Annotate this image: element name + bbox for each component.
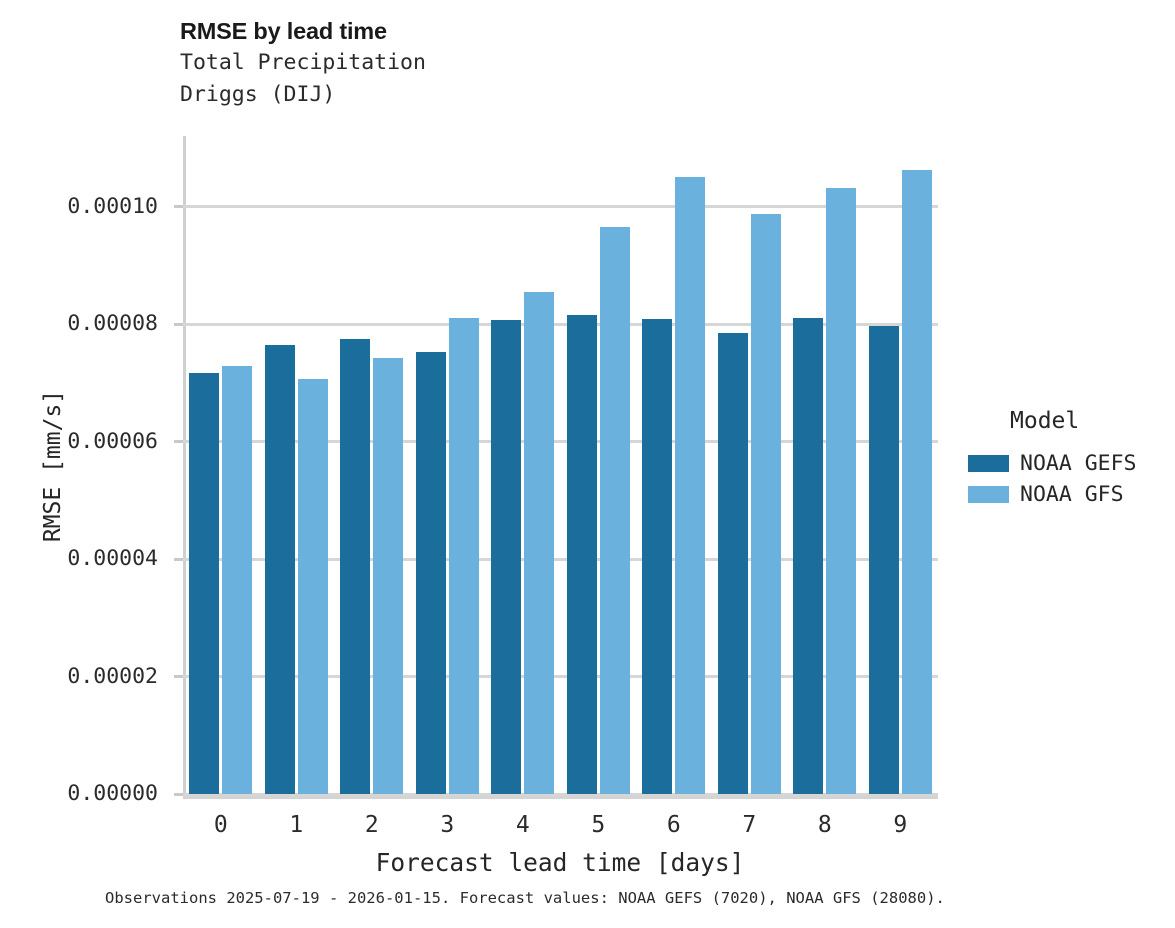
x-tick-label: 7 <box>742 812 757 838</box>
y-tick-label: 0.00000 <box>67 781 158 806</box>
chart-subtitle-variable: Total Precipitation <box>180 50 426 75</box>
x-tick-label: 4 <box>515 812 530 838</box>
bar[interactable] <box>675 177 706 794</box>
legend-title: Model <box>1010 408 1080 434</box>
legend-item[interactable]: NOAA GFS <box>968 479 1168 510</box>
legend-item[interactable]: NOAA GEFS <box>968 448 1168 479</box>
y-tick-label: 0.00008 <box>67 311 158 336</box>
x-tick-label: 8 <box>817 812 832 838</box>
y-tick-label: 0.00002 <box>67 663 158 689</box>
bar[interactable] <box>448 318 479 794</box>
y-tick-mark <box>174 792 183 796</box>
legend-swatch-icon <box>968 455 1009 472</box>
y-tick-mark <box>174 205 183 208</box>
bar[interactable] <box>717 332 748 794</box>
bar[interactable] <box>373 358 404 794</box>
bar[interactable] <box>642 319 673 794</box>
bar[interactable] <box>264 345 295 794</box>
legend-swatch-icon <box>968 486 1009 503</box>
legend-label: NOAA GFS <box>1020 482 1124 507</box>
bar[interactable] <box>566 315 597 794</box>
gridline <box>183 322 938 326</box>
page-title: RMSE by lead time <box>180 18 387 44</box>
y-axis-title: RMSE [mm/s] <box>40 389 66 543</box>
bar[interactable] <box>868 326 899 794</box>
x-tick-label: 2 <box>364 812 379 838</box>
y-tick-mark <box>174 675 183 678</box>
x-tick-label: 5 <box>591 812 606 838</box>
y-tick-label: 0.00010 <box>67 193 158 219</box>
bar[interactable] <box>340 339 371 794</box>
y-tick-mark <box>174 322 183 326</box>
bar[interactable] <box>793 318 824 794</box>
y-axis-spine <box>183 136 186 794</box>
gridline <box>183 440 938 443</box>
bar[interactable] <box>524 292 555 794</box>
x-axis-title: Forecast lead time [days] <box>375 848 745 877</box>
chart-footnote: Observations 2025-07-19 - 2026-01-15. Fo… <box>105 889 945 907</box>
bar[interactable] <box>599 227 630 794</box>
y-tick-mark <box>174 557 183 561</box>
bar[interactable] <box>415 351 446 794</box>
plot-area: 0.00000 0.00002 0.00004 0.00006 0.00008 0.000… <box>40 136 938 877</box>
x-tick-label: 1 <box>289 812 304 838</box>
y-tick-mark <box>174 440 183 443</box>
bar[interactable] <box>222 365 253 794</box>
gridline <box>183 675 938 678</box>
x-tick-label: 6 <box>666 812 681 838</box>
legend: Model NOAA GEFS NOAA GFS <box>968 408 1168 510</box>
bar[interactable] <box>297 378 328 794</box>
bar[interactable] <box>491 320 522 794</box>
y-tick-label: 0.00006 <box>67 428 158 454</box>
gridline <box>183 557 938 561</box>
gridline <box>183 205 938 208</box>
chart-subtitle-station: Driggs (DIJ) <box>180 81 336 107</box>
plot-frame <box>174 136 938 799</box>
x-tick-label: 9 <box>893 812 908 838</box>
bar[interactable] <box>826 187 857 794</box>
bar[interactable] <box>901 170 932 794</box>
legend-label: NOAA GEFS <box>1020 451 1137 476</box>
x-axis-spine <box>183 794 938 799</box>
title-block: RMSE by lead time Total Precipitation Dr… <box>180 16 880 110</box>
bar[interactable] <box>189 372 220 794</box>
gridline <box>183 792 938 796</box>
legend-entries: NOAA GEFS NOAA GFS <box>968 448 1168 510</box>
bar[interactable] <box>750 213 781 794</box>
x-tick-label: 0 <box>213 812 228 838</box>
x-tick-label: 3 <box>440 812 455 838</box>
y-tick-label: 0.00004 <box>67 546 158 571</box>
